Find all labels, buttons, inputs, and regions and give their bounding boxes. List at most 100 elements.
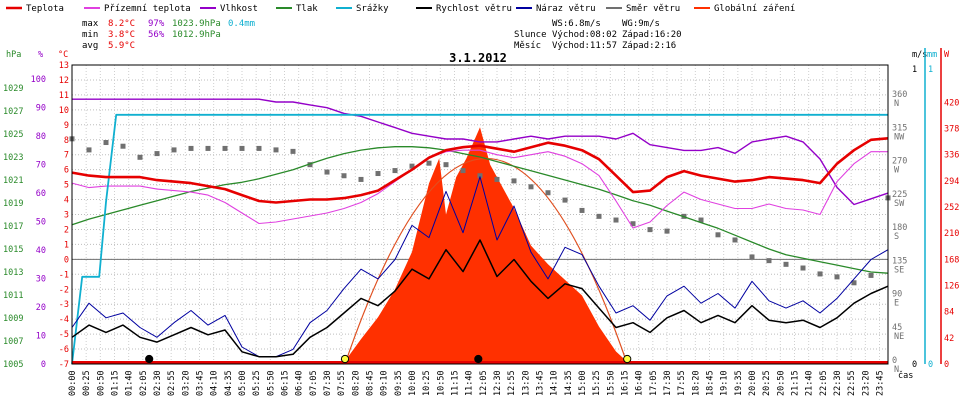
w-tick-label: 336 bbox=[944, 151, 959, 161]
hpa-tick-label: 1011 bbox=[3, 291, 23, 301]
wind-direction-point bbox=[103, 140, 109, 146]
w-axis-label: W bbox=[944, 50, 950, 60]
temp-tick-label: -6 bbox=[59, 345, 69, 355]
time-tick-label: 22:55 bbox=[847, 370, 857, 396]
x-axis-label: čas bbox=[898, 370, 913, 381]
stats-max-humidity: 97% bbox=[148, 19, 165, 29]
time-tick-label: 06:40 bbox=[295, 370, 305, 396]
time-tick-label: 01:15 bbox=[111, 370, 121, 396]
time-tick-label: 12:30 bbox=[493, 370, 503, 396]
moonrise-text: Východ:11:57 bbox=[552, 41, 617, 51]
pct-tick-label: 60 bbox=[36, 189, 46, 199]
time-tick-label: 21:40 bbox=[805, 370, 815, 396]
direction-compass-label: W bbox=[894, 166, 900, 176]
time-tick-label: 06:15 bbox=[281, 370, 291, 396]
time-tick-label: 02:55 bbox=[167, 370, 177, 396]
legend-item-teplota: Teplota bbox=[6, 4, 64, 14]
wind-direction-point bbox=[800, 265, 806, 271]
wind-direction-point bbox=[205, 145, 211, 151]
temp-axis-label: °C bbox=[58, 50, 68, 60]
wind-direction-point bbox=[732, 237, 738, 243]
hpa-tick-label: 1007 bbox=[3, 337, 23, 347]
time-tick-label: 05:25 bbox=[252, 370, 262, 396]
time-tick-label: 12:05 bbox=[479, 370, 489, 396]
hpa-tick-label: 1025 bbox=[3, 130, 23, 140]
temp-tick-label: 3 bbox=[64, 211, 69, 221]
direction-compass-label: NE bbox=[894, 332, 904, 342]
time-tick-label: 02:30 bbox=[153, 370, 163, 396]
direction-compass-label: N bbox=[894, 99, 899, 109]
temp-tick-label: 10 bbox=[59, 106, 69, 116]
time-tick-label: 10:25 bbox=[422, 370, 432, 396]
direction-degree-label: 180 bbox=[892, 223, 907, 233]
legend-label: Přízemní teplota bbox=[104, 4, 191, 14]
stats-max-temp: 8.2°C bbox=[108, 19, 135, 29]
wind-direction-point bbox=[562, 197, 568, 203]
time-tick-label: 12:55 bbox=[507, 370, 517, 396]
mm-axis-label: mm bbox=[927, 50, 937, 60]
wind-direction-point bbox=[528, 184, 534, 190]
pct-tick-label: 0 bbox=[41, 360, 46, 370]
wind-direction-point bbox=[426, 160, 432, 166]
time-tick-label: 20:00 bbox=[748, 370, 758, 396]
wind-direction-point bbox=[222, 145, 228, 151]
time-tick-label: 08:45 bbox=[366, 370, 376, 396]
time-tick-label: 14:10 bbox=[550, 370, 560, 396]
time-tick-label: 00:50 bbox=[96, 370, 106, 396]
time-tick-label: 03:45 bbox=[196, 370, 206, 396]
wind-direction-point bbox=[86, 147, 92, 153]
temp-tick-label: -1 bbox=[59, 270, 69, 280]
time-tick-label: 13:20 bbox=[521, 370, 531, 396]
stats-max-rain: 0.4mm bbox=[228, 19, 255, 29]
chart-title: 3.1.2012 bbox=[449, 51, 507, 65]
legend-item-smer-vetru: Směr větru bbox=[606, 4, 680, 14]
temp-tick-label: 8 bbox=[64, 136, 69, 146]
time-tick-label: 04:10 bbox=[210, 370, 220, 396]
wind-direction-point bbox=[851, 280, 857, 286]
temp-tick-label: 4 bbox=[64, 196, 69, 206]
time-tick-label: 03:20 bbox=[181, 370, 191, 396]
temp-tick-label: 6 bbox=[64, 166, 69, 176]
time-tick-label: 04:35 bbox=[224, 370, 234, 396]
wind-direction-point bbox=[120, 143, 126, 149]
direction-compass-label: SW bbox=[894, 199, 905, 209]
direction-compass-label: N bbox=[894, 365, 899, 375]
time-tick-label: 08:20 bbox=[351, 370, 361, 396]
wind-direction-point bbox=[341, 173, 347, 179]
direction-degree-label: 90 bbox=[892, 290, 902, 300]
sun-label: Slunce bbox=[514, 30, 547, 40]
direction-compass-label: NW bbox=[894, 132, 905, 142]
pct-tick-label: 50 bbox=[36, 218, 46, 228]
pct-tick-label: 100 bbox=[31, 75, 46, 85]
stats-avg-label: avg bbox=[82, 41, 98, 51]
ms-tick-label: 0 bbox=[912, 360, 917, 370]
wind-direction-point bbox=[137, 154, 143, 160]
time-tick-label: 07:30 bbox=[323, 370, 333, 396]
hpa-tick-label: 1029 bbox=[3, 84, 23, 94]
wind-direction-point bbox=[868, 272, 874, 278]
wind-direction-point bbox=[511, 178, 517, 184]
pct-tick-label: 40 bbox=[36, 246, 46, 256]
legend-label: Teplota bbox=[26, 4, 64, 14]
time-tick-label: 11:40 bbox=[465, 370, 475, 396]
time-tick-label: 09:10 bbox=[380, 370, 390, 396]
series-wind-speed bbox=[71, 239, 889, 358]
hpa-tick-label: 1009 bbox=[3, 314, 23, 324]
astro-info: WS:6.8m/s WG:9m/s Slunce Východ:08:02 Zá… bbox=[514, 19, 682, 51]
ms-tick-label: 1 bbox=[912, 65, 917, 75]
hpa-tick-label: 1027 bbox=[3, 107, 23, 117]
moonset-text: Západ:2:16 bbox=[622, 41, 676, 51]
hpa-tick-label: 1019 bbox=[3, 199, 23, 209]
time-tick-label: 01:40 bbox=[125, 370, 135, 396]
axis-unit-labels: hPa % °C m/s mm W čas bbox=[6, 50, 950, 381]
time-tick-label: 10:50 bbox=[436, 370, 446, 396]
time-tick-label: 21:15 bbox=[791, 370, 801, 396]
stats-max-pressure: 1023.9hPa bbox=[172, 19, 221, 29]
temp-tick-label: -4 bbox=[59, 315, 69, 325]
legend-item-vlhkost: Vlhkost bbox=[200, 4, 258, 14]
w-tick-label: 42 bbox=[944, 334, 954, 344]
temp-tick-label: 2 bbox=[64, 225, 69, 235]
wind-direction-point bbox=[647, 227, 653, 233]
direction-degree-label: 270 bbox=[892, 157, 907, 167]
